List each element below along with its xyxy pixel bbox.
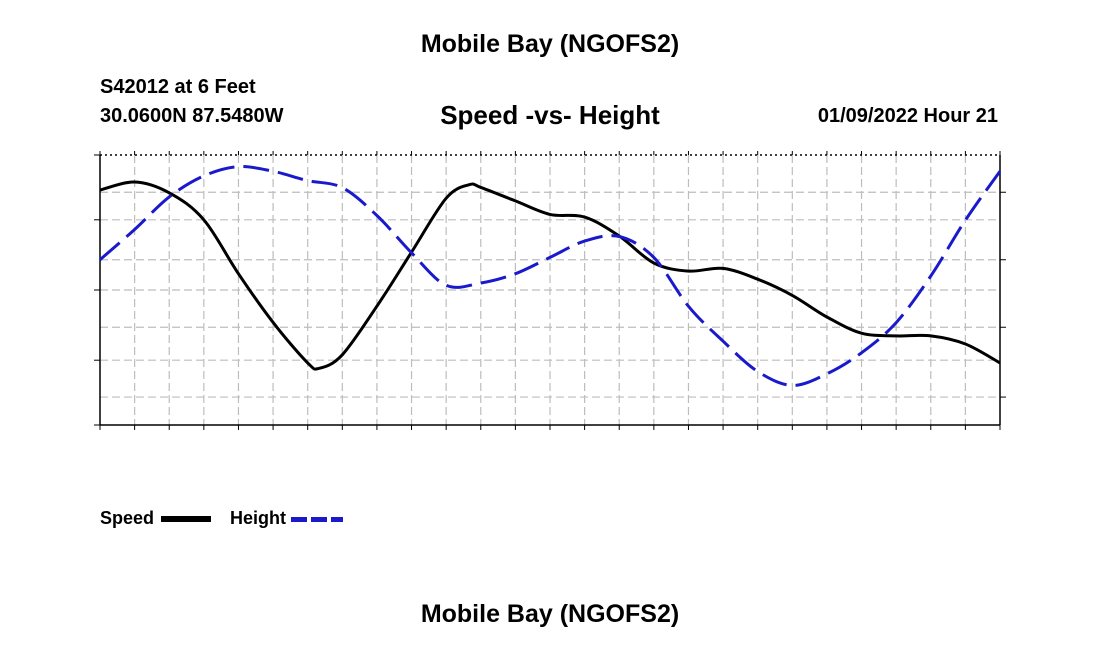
station-label: S42012 at 6 Feet <box>100 76 256 98</box>
legend-height-label: Height <box>230 508 286 528</box>
footer-title: Mobile Bay (NGOFS2) <box>420 600 680 628</box>
legend-speed-label: Speed <box>100 508 155 528</box>
chart-title: Mobile Bay (NGOFS2) <box>420 30 680 58</box>
legend-speed-swatch <box>161 516 212 523</box>
coordinates-label: 30.0600N 87.5480W <box>100 105 284 127</box>
legend-height: Height <box>230 508 344 529</box>
series-line-speed <box>99 180 1001 371</box>
forecast-datetime: 01/09/2022 Hour 21 <box>817 105 998 127</box>
legend-speed: Speed <box>100 508 212 529</box>
chart-subtitle: Speed -vs- Height <box>440 100 660 130</box>
legend-height-swatch <box>291 516 344 522</box>
series-line-height <box>99 165 1002 387</box>
